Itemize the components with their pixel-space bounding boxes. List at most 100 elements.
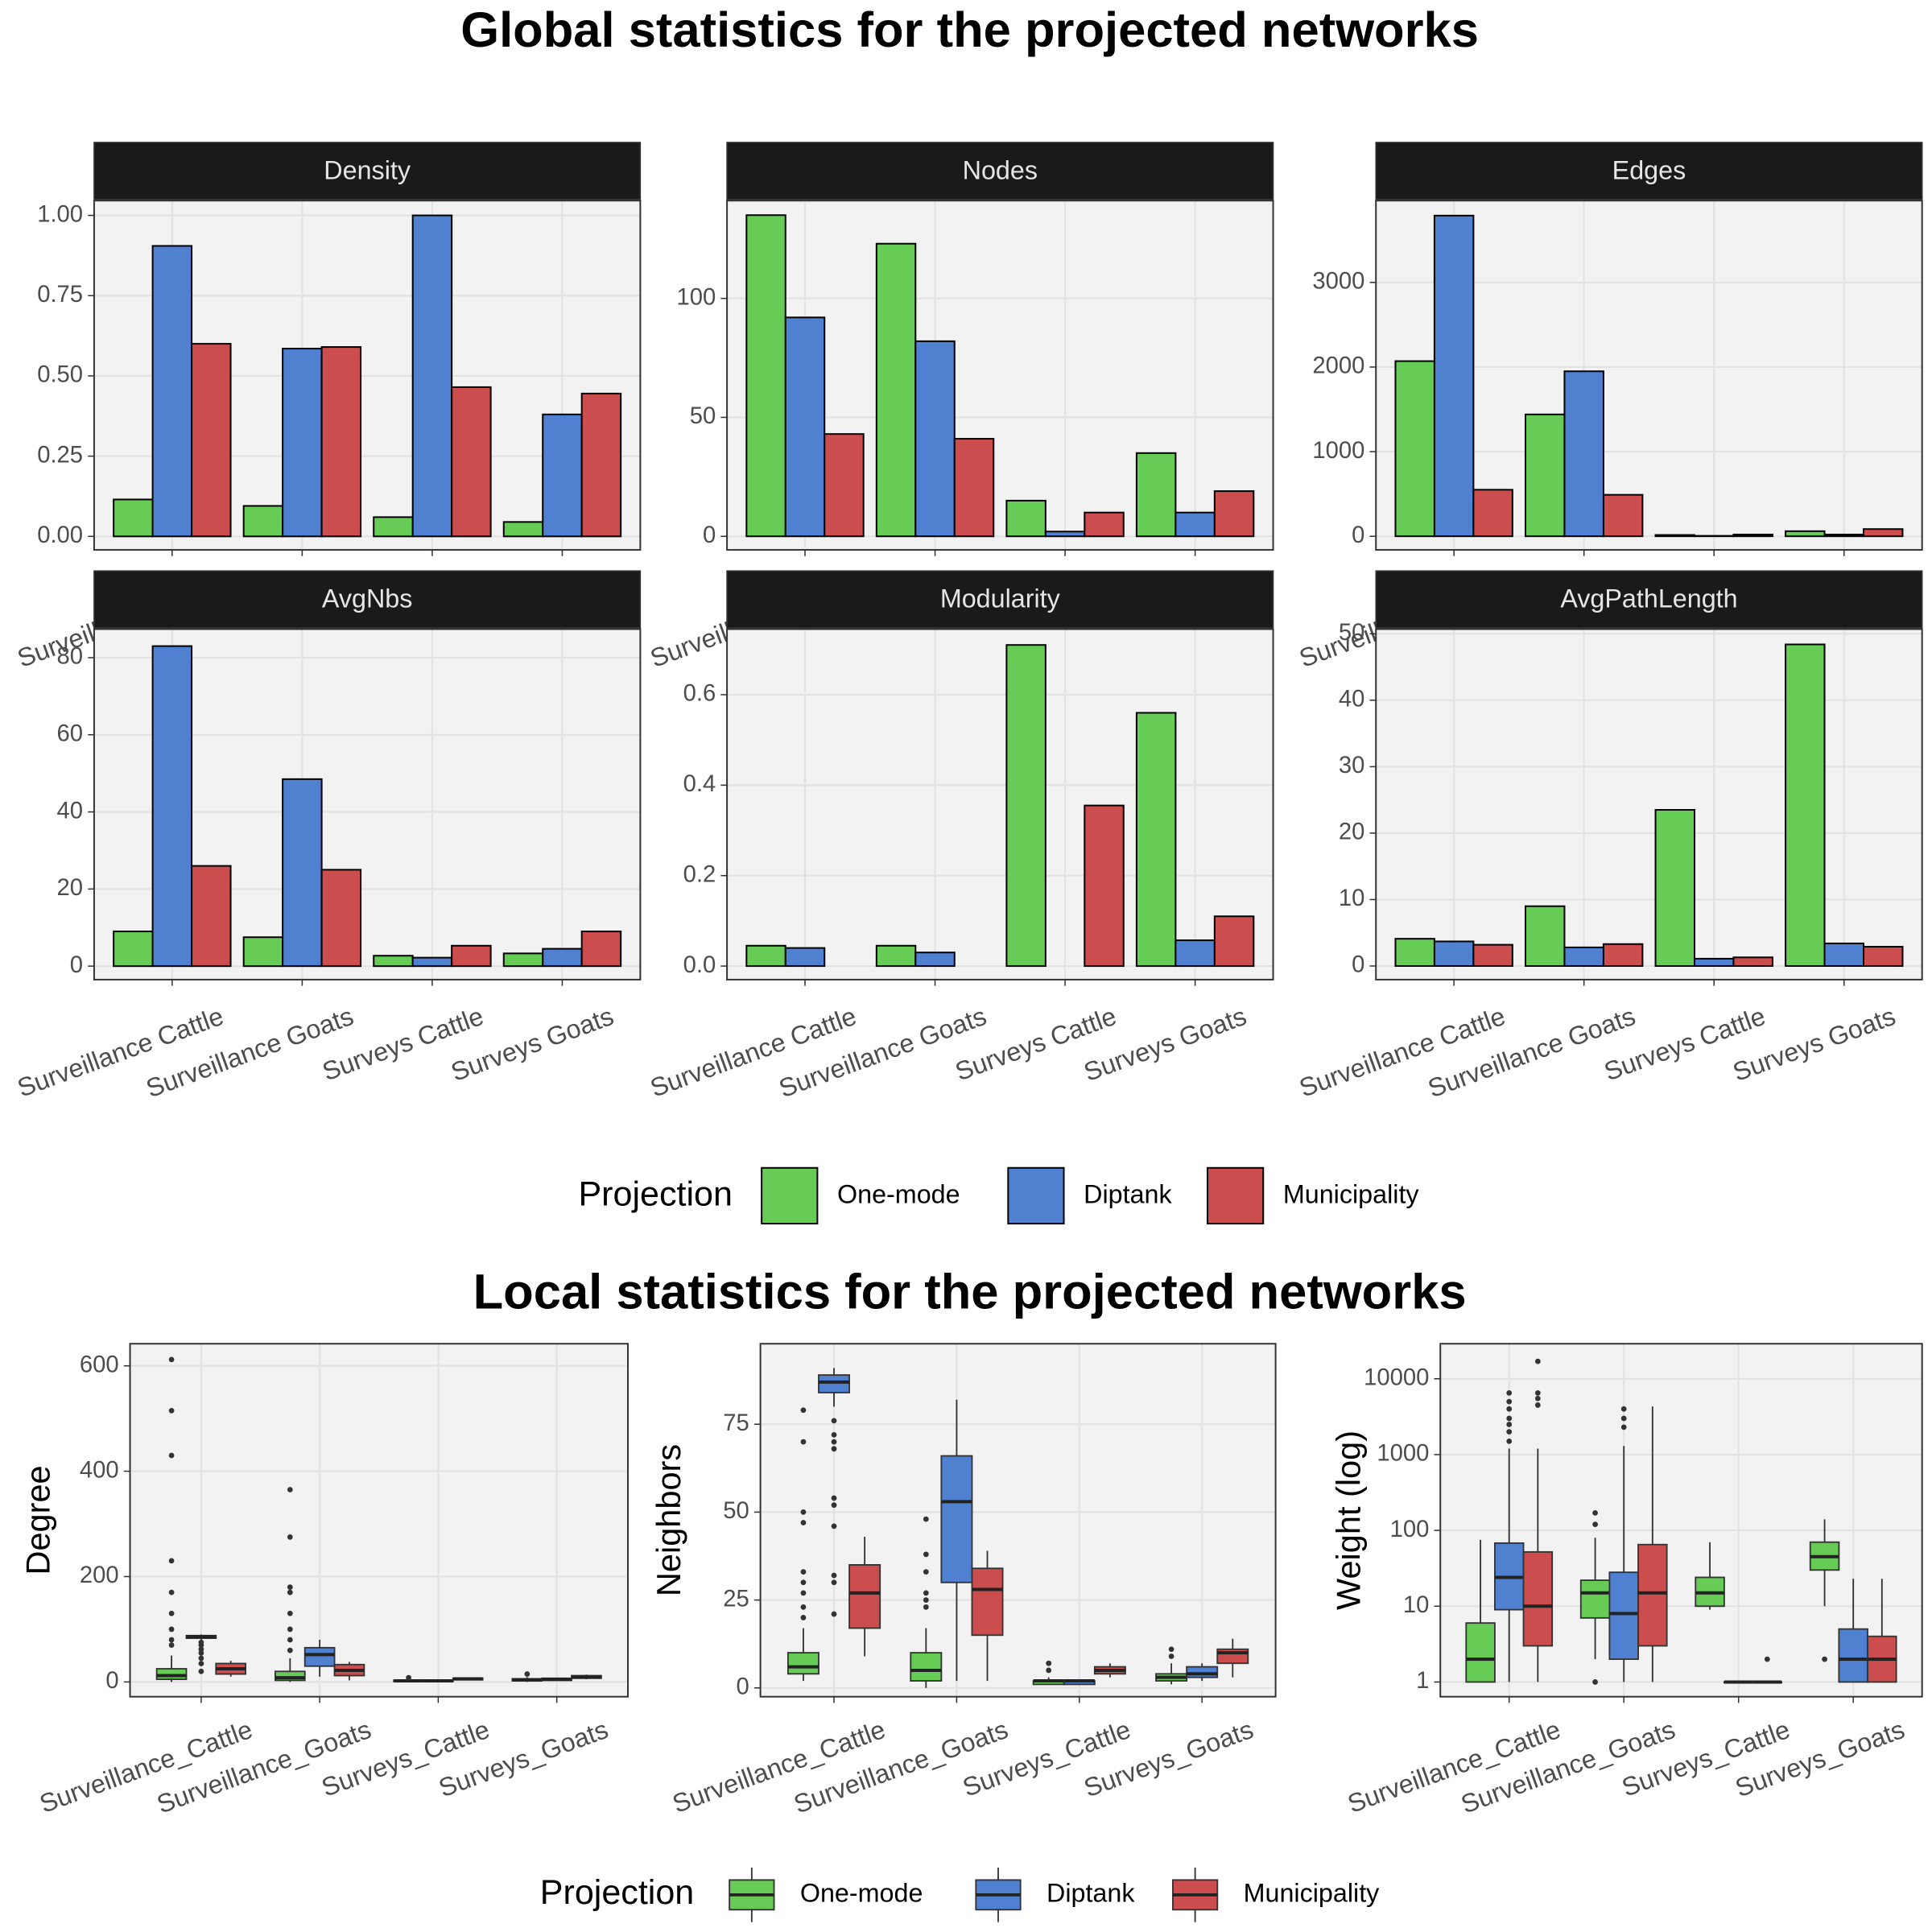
- box: [1579, 1579, 1611, 1619]
- strip: [726, 570, 1274, 629]
- bar: [1563, 946, 1604, 968]
- outlier: [800, 1615, 807, 1620]
- legend-label: Municipality: [1283, 1180, 1420, 1209]
- panel-border: [1375, 200, 1923, 551]
- y-tick-label: 0: [1352, 952, 1364, 978]
- panel-background: [1376, 629, 1922, 980]
- bar: [1174, 511, 1216, 538]
- y-tick-label: 0: [105, 1668, 118, 1694]
- legend-label: One-mode: [800, 1878, 923, 1907]
- bar: [1084, 804, 1125, 968]
- outlier: [287, 1487, 293, 1492]
- outlier: [1506, 1406, 1513, 1412]
- bar: [745, 944, 786, 968]
- y-tick-label: 600: [80, 1352, 119, 1377]
- panel-border: [726, 200, 1274, 551]
- strip: [726, 142, 1274, 200]
- bar: [502, 952, 544, 968]
- bar: [242, 936, 284, 968]
- outlier: [923, 1516, 929, 1522]
- bar: [1044, 530, 1086, 538]
- outlier: [168, 1356, 175, 1363]
- outlier: [168, 1407, 175, 1414]
- y-tick-label: 0: [70, 952, 83, 978]
- outlier: [1534, 1402, 1541, 1408]
- outlier: [524, 1671, 530, 1677]
- strip: [93, 570, 642, 629]
- y-tick-label: 40: [57, 798, 84, 824]
- y-tick-label: 100: [1390, 1517, 1430, 1542]
- y-tick-label: 50: [690, 403, 716, 429]
- outlier: [1168, 1646, 1174, 1653]
- outlier: [287, 1584, 293, 1590]
- box: [1838, 1628, 1868, 1683]
- outlier: [168, 1558, 175, 1564]
- bar: [1785, 643, 1826, 968]
- bar: [1213, 490, 1255, 538]
- bar: [1602, 943, 1644, 968]
- bar: [1433, 214, 1475, 538]
- outlier: [831, 1439, 837, 1445]
- box: [1637, 1543, 1668, 1647]
- outlier: [800, 1590, 807, 1596]
- box: [786, 1652, 819, 1675]
- box: [1608, 1571, 1639, 1661]
- y-tick-label: 20: [57, 875, 84, 901]
- bar: [1174, 939, 1216, 968]
- y-tick-label: 0.50: [37, 362, 83, 388]
- bar: [875, 242, 917, 538]
- outlier: [168, 1452, 175, 1459]
- outlier: [923, 1604, 929, 1610]
- outlier: [800, 1407, 807, 1414]
- outlier: [287, 1637, 293, 1643]
- bar: [1525, 905, 1566, 968]
- bar: [242, 505, 284, 538]
- y-tick-label: 75: [723, 1410, 749, 1436]
- y-tick-label: 60: [57, 720, 84, 746]
- legend-label: Diptank: [1046, 1878, 1135, 1907]
- panel-border: [93, 628, 642, 980]
- strip: [93, 142, 642, 200]
- box: [971, 1567, 1004, 1637]
- bar: [373, 955, 414, 968]
- bar: [580, 392, 622, 538]
- bar: [151, 245, 193, 538]
- bar: [953, 438, 995, 538]
- strip-label: AvgNbs: [322, 584, 413, 613]
- outlier: [1534, 1358, 1541, 1364]
- outlier: [800, 1604, 807, 1610]
- y-tick-label: 50: [723, 1498, 749, 1524]
- bar: [1472, 943, 1513, 968]
- outlier: [1620, 1424, 1627, 1430]
- strip-label: Modularity: [940, 584, 1061, 613]
- bar: [1472, 489, 1513, 538]
- outlier: [168, 1626, 175, 1633]
- y-tick-label: 10: [1403, 1592, 1430, 1618]
- outlier: [168, 1589, 175, 1596]
- outlier: [1168, 1653, 1174, 1659]
- outlier: [406, 1674, 411, 1681]
- strip-label: Density: [324, 155, 411, 184]
- bar: [411, 956, 453, 968]
- bar: [1732, 956, 1773, 968]
- y-tick-label: 1: [1416, 1668, 1429, 1694]
- outlier: [800, 1520, 807, 1525]
- y-tick-label: 0.0: [683, 952, 716, 978]
- outlier: [1620, 1415, 1627, 1422]
- y-tick-label: 0.2: [683, 861, 716, 887]
- legend-key: [1007, 1166, 1065, 1224]
- y-tick-label: 2000: [1312, 353, 1364, 379]
- outlier: [1534, 1395, 1541, 1402]
- legend-key: [1207, 1166, 1265, 1224]
- outlier: [831, 1572, 837, 1579]
- panel-background: [130, 1344, 629, 1697]
- y-tick-label: 20: [1339, 819, 1365, 845]
- outlier: [923, 1551, 929, 1558]
- outlier: [800, 1569, 807, 1575]
- box: [1465, 1622, 1496, 1683]
- y-tick-label: 40: [1339, 687, 1365, 712]
- outlier: [1822, 1656, 1827, 1662]
- bar: [914, 952, 956, 968]
